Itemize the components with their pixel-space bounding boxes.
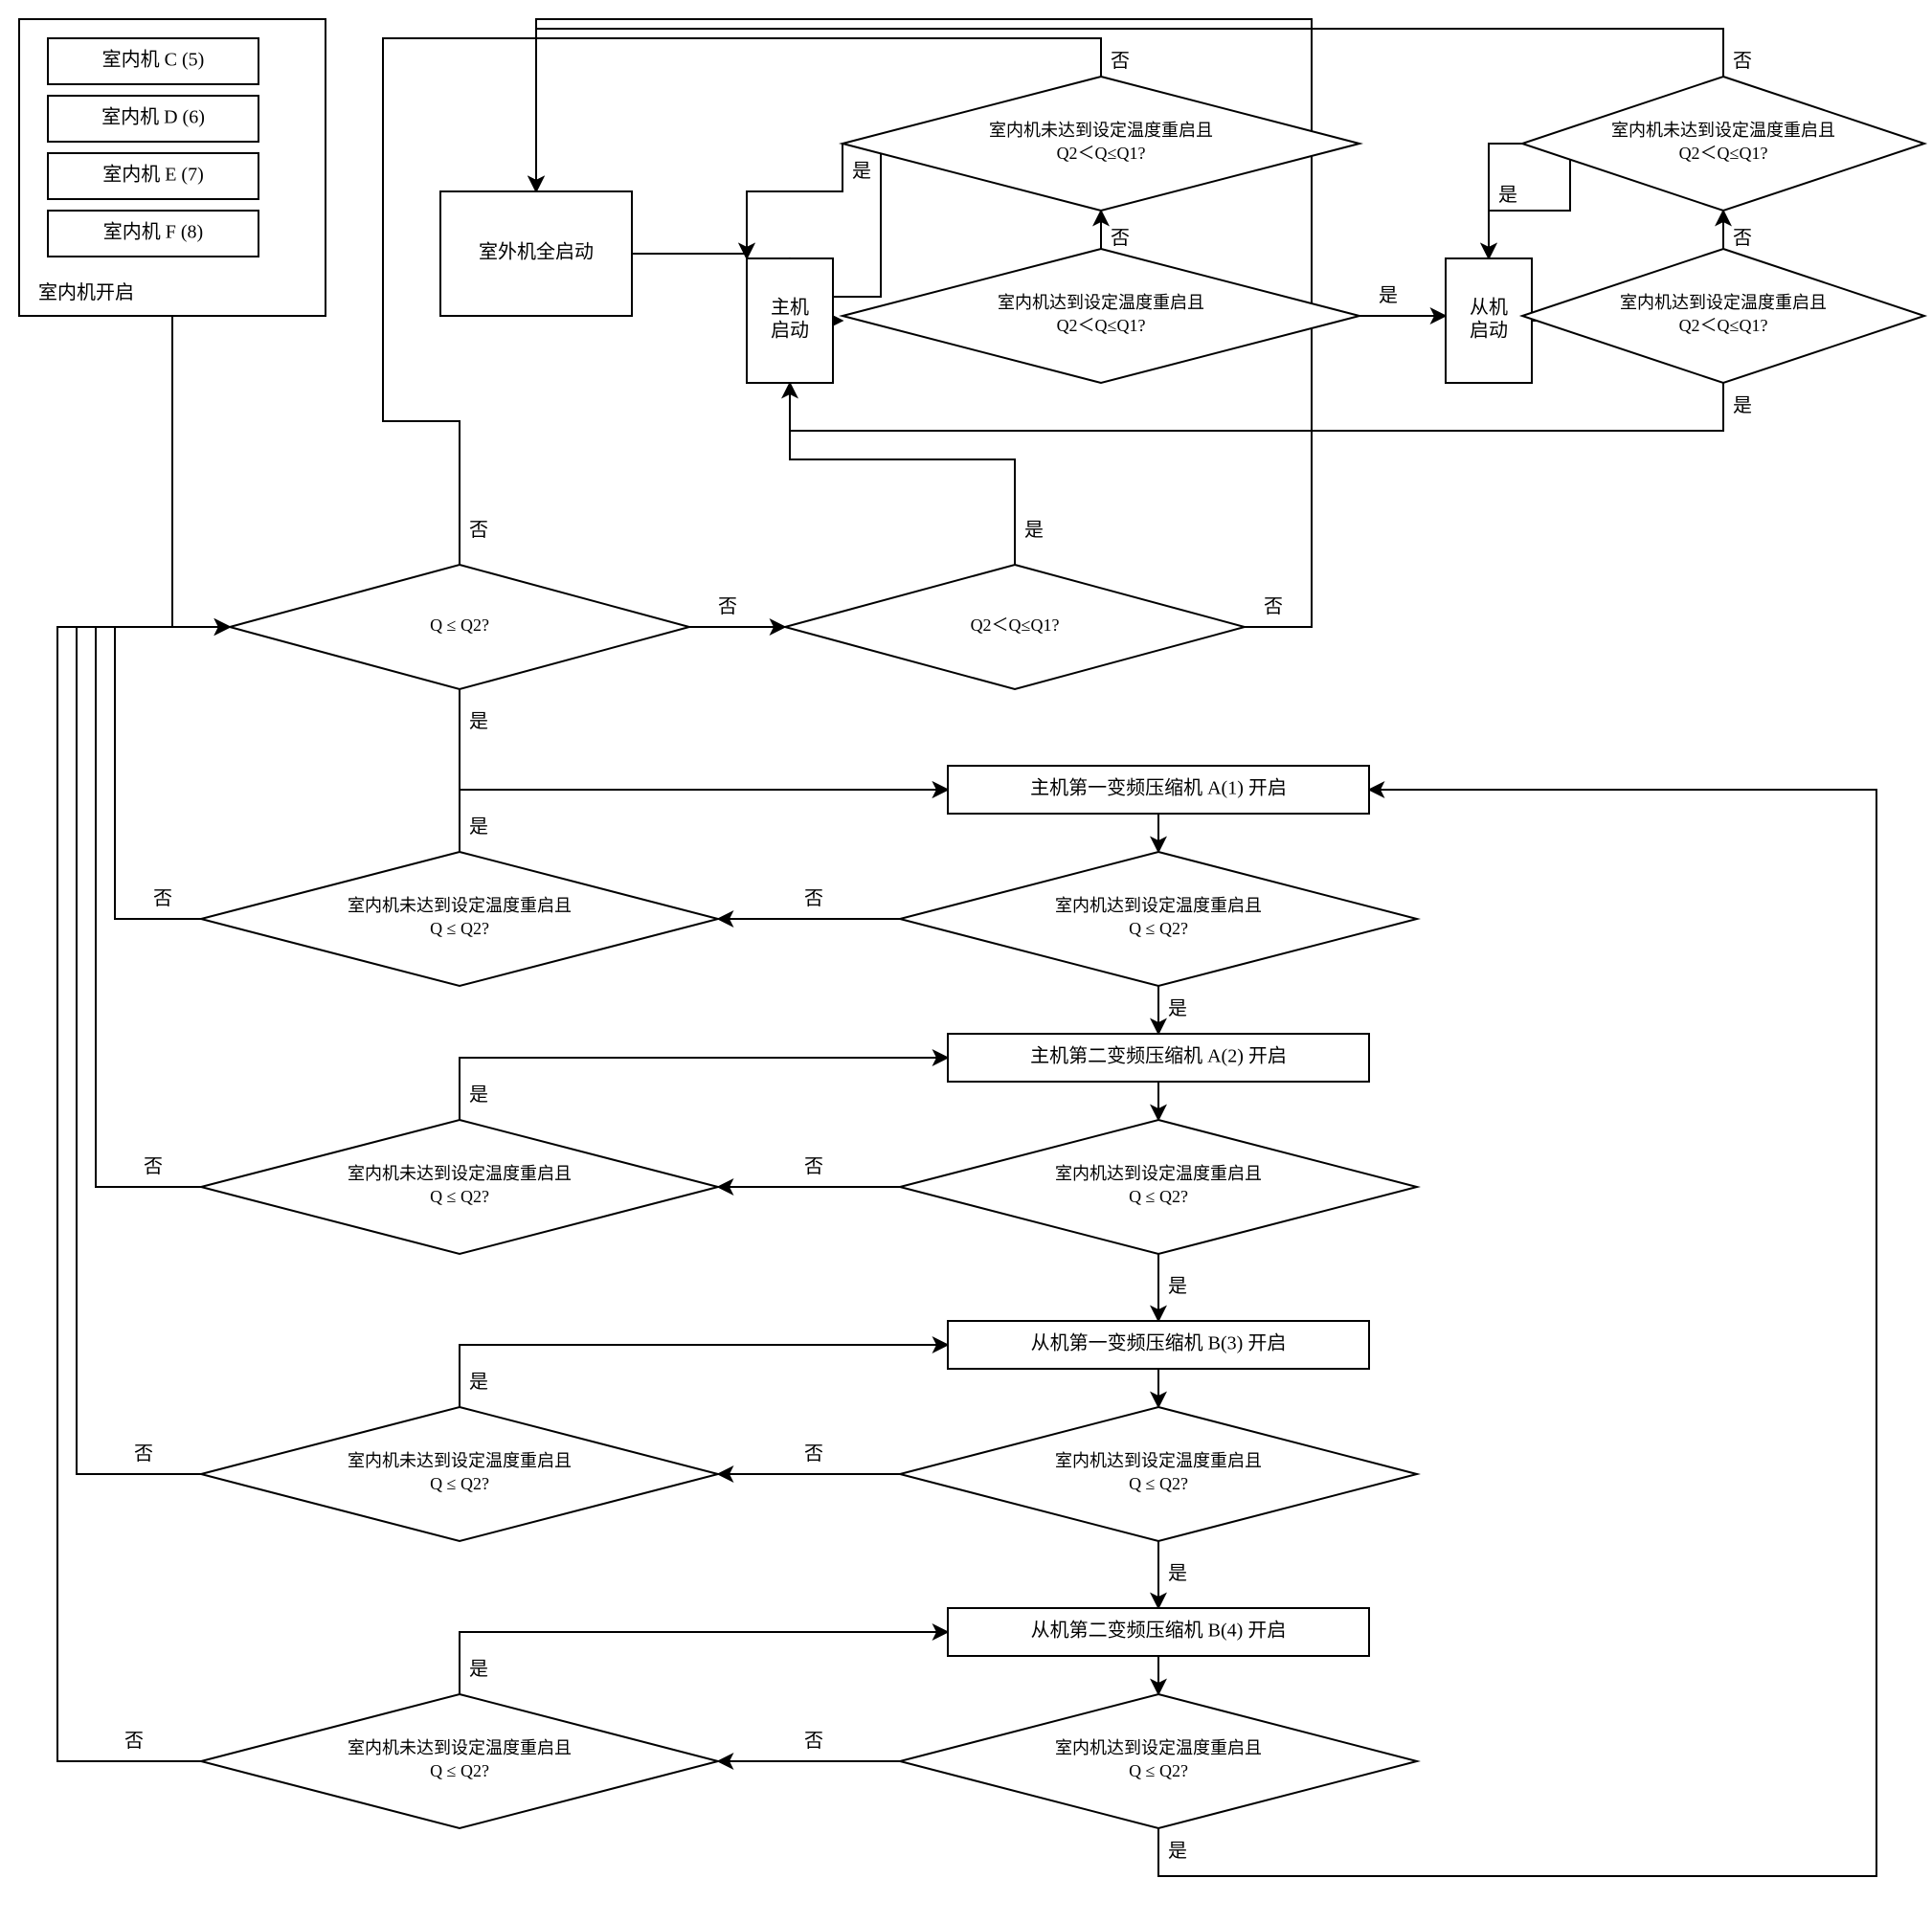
svg-text:否: 否 [804,1443,823,1465]
svg-text:是: 是 [1733,395,1752,416]
svg-text:否: 否 [134,1443,153,1465]
svg-text:Q2＜Q≤Q1?: Q2＜Q≤Q1? [1679,144,1768,163]
edge-32 [460,1345,948,1407]
svg-text:否: 否 [1733,228,1752,249]
svg-text:室内机未达到设定温度重启且: 室内机未达到设定温度重启且 [989,121,1213,140]
svg-text:Q2＜Q≤Q1?: Q2＜Q≤Q1? [1679,316,1768,335]
svg-text:是: 是 [469,711,488,732]
svg-text:否: 否 [1733,51,1752,72]
svg-text:是: 是 [852,161,871,182]
svg-text:否: 否 [804,888,823,909]
svg-text:否: 否 [1264,596,1283,617]
flowchart: 否是是否否是否否是否是否是是是是否否否否是是是是否否否否是 室内机 C (5)室… [0,0,1932,1923]
edge-2 [460,689,948,790]
svg-text:否: 否 [718,596,737,617]
svg-text:室内机达到设定温度重启且: 室内机达到设定温度重启且 [1620,293,1827,312]
svg-text:室内机 D (6): 室内机 D (6) [101,106,205,128]
svg-text:是: 是 [1168,1276,1187,1297]
svg-text:否: 否 [153,888,172,909]
svg-text:室内机未达到设定温度重启且: 室内机未达到设定温度重启且 [1611,121,1835,140]
svg-text:室内机 C (5): 室内机 C (5) [102,49,205,71]
svg-text:是: 是 [469,1084,488,1106]
svg-text:室内机达到设定温度重启且: 室内机达到设定温度重启且 [1055,1738,1262,1757]
svg-text:室外机全启动: 室外机全启动 [479,241,594,263]
svg-text:否: 否 [1111,51,1130,72]
svg-text:是: 是 [1379,285,1398,306]
svg-text:从机第二变频压缩机 B(4) 开启: 从机第二变频压缩机 B(4) 开启 [1031,1620,1287,1642]
svg-text:Q2＜Q≤Q1?: Q2＜Q≤Q1? [1057,316,1146,335]
svg-text:启动: 启动 [1470,320,1508,342]
svg-text:室内机开启: 室内机开启 [38,281,134,303]
svg-text:室内机达到设定温度重启且: 室内机达到设定温度重启且 [998,293,1204,312]
svg-text:室内机 F (8): 室内机 F (8) [103,221,203,243]
edge-18 [790,383,1723,431]
svg-text:是: 是 [469,1372,488,1393]
svg-text:室内机未达到设定温度重启且: 室内机未达到设定温度重启且 [348,1164,572,1183]
svg-text:否: 否 [804,1156,823,1177]
edge-36 [77,627,230,1474]
edge-30 [460,790,948,852]
edge-37 [57,627,230,1761]
svg-text:从机: 从机 [1470,297,1508,319]
svg-text:Q ≤ Q2?: Q ≤ Q2? [1129,1761,1188,1780]
svg-text:Q ≤ Q2?: Q ≤ Q2? [1129,1187,1188,1206]
svg-text:是: 是 [1024,520,1044,541]
svg-text:Q2＜Q≤Q1?: Q2＜Q≤Q1? [971,615,1060,635]
svg-text:Q ≤ Q2?: Q ≤ Q2? [430,1474,489,1493]
edge-31 [460,1058,948,1120]
svg-text:室内机未达到设定温度重启且: 室内机未达到设定温度重启且 [348,896,572,915]
svg-text:室内机达到设定温度重启且: 室内机达到设定温度重启且 [1055,1164,1262,1183]
svg-text:主机第一变频压缩机 A(1) 开启: 主机第一变频压缩机 A(1) 开启 [1030,777,1287,799]
svg-text:是: 是 [469,816,488,838]
svg-text:Q2＜Q≤Q1?: Q2＜Q≤Q1? [1057,144,1146,163]
svg-text:室内机未达到设定温度重启且: 室内机未达到设定温度重启且 [348,1451,572,1470]
svg-text:否: 否 [1111,228,1130,249]
svg-text:Q ≤ Q2?: Q ≤ Q2? [430,1761,489,1780]
svg-text:Q ≤ Q2?: Q ≤ Q2? [430,919,489,938]
svg-text:是: 是 [1168,1841,1187,1862]
svg-text:主机第二变频压缩机 A(2) 开启: 主机第二变频压缩机 A(2) 开启 [1030,1045,1287,1067]
svg-text:否: 否 [804,1731,823,1752]
edge-0 [172,316,230,627]
svg-text:是: 是 [469,1659,488,1680]
svg-text:室内机 E (7): 室内机 E (7) [102,164,204,186]
svg-text:Q ≤ Q2?: Q ≤ Q2? [430,615,489,635]
svg-text:Q ≤ Q2?: Q ≤ Q2? [1129,919,1188,938]
svg-text:否: 否 [144,1156,163,1177]
svg-text:室内机达到设定温度重启且: 室内机达到设定温度重启且 [1055,896,1262,915]
svg-text:Q ≤ Q2?: Q ≤ Q2? [1129,1474,1188,1493]
svg-text:启动: 启动 [771,320,809,342]
edge-33 [460,1632,948,1694]
svg-text:主机: 主机 [771,297,809,319]
svg-text:否: 否 [469,520,488,541]
svg-text:否: 否 [124,1731,144,1752]
svg-text:室内机未达到设定温度重启且: 室内机未达到设定温度重启且 [348,1738,572,1757]
svg-text:是: 是 [1168,1563,1187,1584]
svg-text:是: 是 [1168,998,1187,1019]
edge-34 [115,627,230,919]
svg-text:Q ≤ Q2?: Q ≤ Q2? [430,1187,489,1206]
svg-text:从机第一变频压缩机 B(3) 开启: 从机第一变频压缩机 B(3) 开启 [1031,1332,1287,1354]
svg-text:是: 是 [1498,185,1517,206]
svg-text:室内机达到设定温度重启且: 室内机达到设定温度重启且 [1055,1451,1262,1470]
